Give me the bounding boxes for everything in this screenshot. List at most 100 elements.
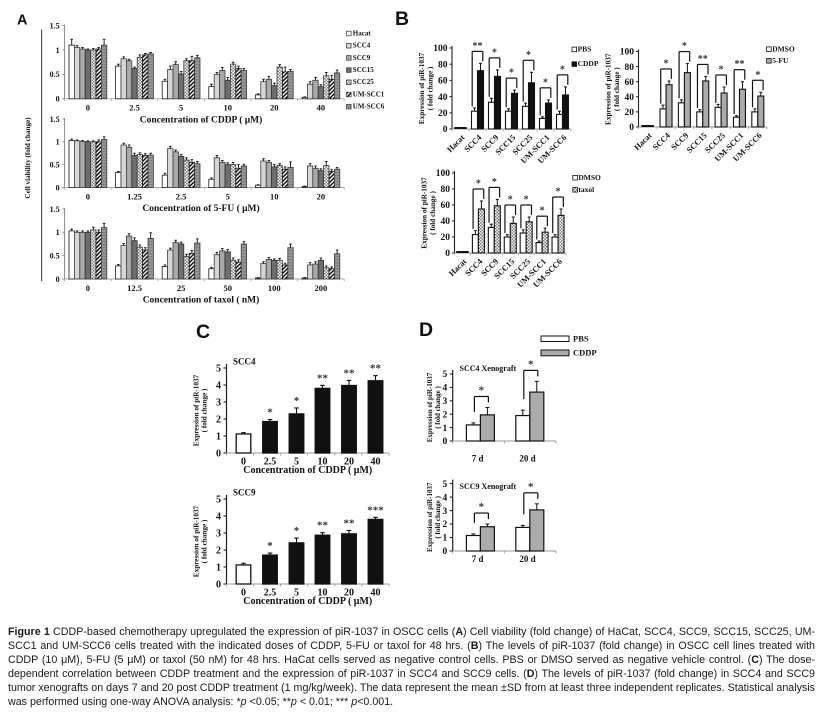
svg-text:1.5: 1.5	[50, 205, 60, 214]
svg-text:SCC25: SCC25	[353, 78, 375, 86]
svg-text:SCC9: SCC9	[353, 54, 371, 62]
svg-text:1.5: 1.5	[50, 115, 60, 124]
svg-text:Hacat: Hacat	[353, 29, 372, 37]
svg-text:*: *	[294, 525, 300, 537]
svg-text:5: 5	[442, 480, 447, 490]
svg-text:3: 3	[442, 397, 447, 407]
svg-text:( fold change ): ( fold change )	[613, 67, 621, 111]
svg-text:1: 1	[442, 534, 447, 544]
svg-text:Expression of piR-1037: Expression of piR-1037	[418, 52, 426, 124]
svg-text:Concentration of CDDP ( μM): Concentration of CDDP ( μM)	[243, 465, 372, 476]
svg-text:**: **	[734, 59, 744, 70]
svg-text:1.5: 1.5	[50, 21, 60, 30]
svg-text:**: **	[317, 520, 329, 532]
svg-text:20: 20	[344, 457, 354, 468]
svg-text:0.5: 0.5	[50, 70, 60, 79]
svg-text:Concentration of CDDP ( μM): Concentration of CDDP ( μM)	[140, 114, 263, 125]
svg-text:0: 0	[241, 457, 246, 468]
svg-text:**: **	[344, 367, 356, 379]
svg-text:4: 4	[442, 384, 447, 394]
svg-text:40: 40	[371, 588, 381, 599]
svg-text:**: **	[370, 363, 382, 375]
svg-text:10: 10	[270, 191, 279, 201]
svg-text:**: **	[698, 54, 708, 65]
svg-text:0: 0	[216, 448, 221, 459]
svg-text:*: *	[492, 177, 497, 188]
svg-text:Expression of piR-1037: Expression of piR-1037	[426, 372, 434, 442]
svg-text:0: 0	[445, 249, 450, 259]
svg-text:0: 0	[56, 95, 60, 104]
svg-text:*: *	[524, 195, 529, 206]
svg-text:10: 10	[318, 457, 328, 468]
svg-text:20: 20	[270, 103, 279, 113]
svg-text:80: 80	[438, 60, 448, 70]
svg-text:20: 20	[344, 588, 354, 599]
svg-text:*: *	[509, 68, 514, 79]
svg-text:0: 0	[86, 103, 90, 113]
svg-text:( fold change ): ( fold change )	[434, 386, 442, 429]
svg-text:0: 0	[629, 123, 634, 133]
svg-text:**: **	[317, 372, 329, 384]
svg-text:B: B	[395, 8, 409, 30]
svg-text:0: 0	[241, 588, 246, 599]
svg-text:*: *	[267, 540, 273, 552]
svg-text:1: 1	[56, 46, 60, 55]
svg-text:2: 2	[442, 410, 447, 420]
svg-text:*: *	[540, 206, 545, 217]
svg-text:1: 1	[56, 228, 60, 237]
svg-text:A: A	[17, 13, 28, 29]
svg-text:20: 20	[317, 191, 326, 201]
svg-text:Expression of piR-1037: Expression of piR-1037	[426, 482, 434, 552]
svg-text:Expression of piR-1037: Expression of piR-1037	[193, 505, 201, 577]
svg-text:0: 0	[443, 125, 448, 135]
svg-text:DMSO: DMSO	[578, 173, 601, 182]
svg-text:7 d: 7 d	[472, 454, 484, 464]
svg-text:0: 0	[56, 183, 60, 192]
svg-text:SCC4: SCC4	[353, 42, 371, 50]
svg-text:3: 3	[216, 397, 221, 408]
svg-text:5: 5	[179, 103, 183, 113]
svg-text:*: *	[479, 385, 485, 397]
svg-text:Expression of piR-1037: Expression of piR-1037	[421, 177, 429, 249]
svg-text:3: 3	[216, 528, 221, 539]
svg-text:100: 100	[433, 44, 448, 54]
svg-text:10: 10	[318, 588, 328, 599]
svg-text:0: 0	[216, 579, 221, 590]
svg-text:100: 100	[268, 283, 281, 293]
svg-text:1: 1	[442, 424, 447, 434]
svg-text:5-FU: 5-FU	[772, 56, 789, 65]
svg-text:4: 4	[216, 380, 221, 391]
svg-text:4: 4	[442, 493, 447, 503]
svg-text:1.25: 1.25	[127, 191, 142, 201]
svg-text:60: 60	[625, 78, 635, 88]
svg-text:Concentration of taxol ( nM): Concentration of taxol ( nM)	[143, 295, 260, 306]
svg-text:SCC9: SCC9	[233, 488, 256, 498]
svg-text:2.5: 2.5	[129, 103, 140, 113]
svg-text:PBS: PBS	[573, 334, 589, 344]
svg-text:**: **	[473, 41, 483, 52]
svg-text:1: 1	[216, 431, 221, 442]
svg-text:*: *	[556, 187, 561, 198]
svg-text:SCC15: SCC15	[353, 66, 375, 74]
svg-text:( fold change ): ( fold change )	[201, 519, 209, 563]
svg-text:Hacat: Hacat	[632, 131, 653, 152]
svg-text:*: *	[479, 501, 485, 513]
svg-text:5: 5	[294, 457, 299, 468]
svg-text:UM-SCC6: UM-SCC6	[353, 103, 385, 111]
svg-text:2.5: 2.5	[264, 457, 277, 468]
svg-text:SCC4: SCC4	[463, 133, 484, 154]
svg-text:2.5: 2.5	[264, 588, 277, 599]
svg-text:*: *	[755, 70, 760, 81]
svg-text:*: *	[664, 58, 669, 69]
svg-text:Expression of piR-1037: Expression of piR-1037	[605, 53, 613, 125]
svg-text:20: 20	[441, 233, 451, 243]
svg-text:***: ***	[367, 504, 384, 516]
svg-text:4: 4	[216, 511, 221, 522]
svg-text:80: 80	[625, 63, 635, 73]
svg-text:40: 40	[441, 217, 451, 227]
svg-text:*: *	[528, 358, 534, 370]
svg-text:**: **	[344, 517, 356, 529]
svg-text:50: 50	[223, 283, 232, 293]
svg-text:D: D	[419, 319, 433, 341]
svg-text:Hacat: Hacat	[445, 133, 466, 154]
